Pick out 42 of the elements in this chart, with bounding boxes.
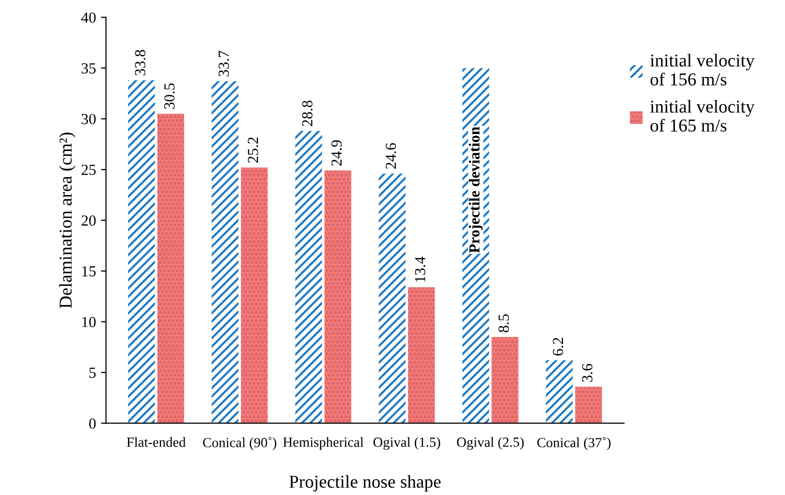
bar <box>295 130 322 424</box>
y-axis-title: Delamination area (cm²) <box>59 132 76 308</box>
legend-label: initial velocity of 156 m/s <box>650 54 755 86</box>
y-tick-label: 35 <box>82 63 96 74</box>
data-label: 28.8 <box>302 100 313 126</box>
data-label: 24.9 <box>331 140 342 166</box>
bar <box>378 174 406 424</box>
data-label: 33.8 <box>135 50 146 76</box>
bar <box>408 287 435 424</box>
bar <box>324 170 352 424</box>
y-tick-label: 30 <box>82 114 96 124</box>
x-tick-label: Ogival (2.5) <box>457 437 524 450</box>
annotation: Projectile deviation <box>468 126 483 253</box>
y-tick-label: 15 <box>82 266 96 276</box>
x-tick-label: Hemispherical <box>283 437 364 450</box>
bar <box>240 168 268 424</box>
y-tick-label: 25 <box>82 164 96 175</box>
bar <box>128 80 155 424</box>
data-label: 33.7 <box>218 50 229 76</box>
x-tick-label: Conical (37˚) <box>537 437 611 450</box>
data-label: 30.5 <box>164 83 175 109</box>
data-label: 13.4 <box>414 256 426 282</box>
bar <box>492 336 518 424</box>
y-tick-label: 0 <box>89 418 96 429</box>
x-tick-label: Ogival (1.5) <box>373 437 440 450</box>
x-tick-label: Flat-ended <box>126 437 186 447</box>
data-label: 24.6 <box>386 143 396 169</box>
bar <box>575 386 602 424</box>
bar <box>157 114 184 424</box>
y-tick-label: 10 <box>82 316 96 328</box>
x-axis-title: Projectile nose shape <box>289 475 441 492</box>
y-tick-label: 40 <box>81 12 96 23</box>
data-label: 6.2 <box>552 338 564 356</box>
legend-label: initial velocity of 165 m/s <box>650 100 755 132</box>
bar <box>212 81 238 424</box>
data-label: 3.6 <box>582 364 592 382</box>
data-label: 8.5 <box>498 314 509 332</box>
x-tick-label: Conical (90˚) <box>203 437 276 450</box>
bar <box>546 360 573 424</box>
data-label: 25.2 <box>248 137 258 163</box>
y-tick-label: 5 <box>90 368 96 378</box>
y-tick-label: 20 <box>82 215 96 226</box>
